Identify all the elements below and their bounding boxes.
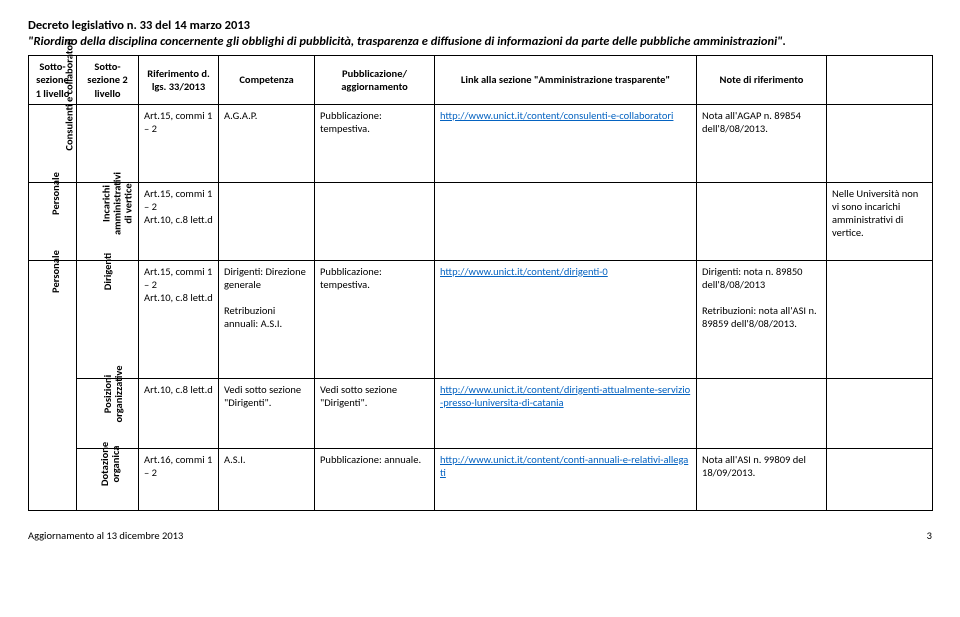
header-line-2: "Riordino della disciplina concernente g… xyxy=(28,34,786,49)
rif-cell: Art.16, commi 1 – 2 xyxy=(139,448,219,510)
table-row: Posizioni organizzative Art.10, c.8 lett… xyxy=(29,378,933,448)
pub-cell: Pubblicazione: annuale. xyxy=(315,448,435,510)
note-cell: Nota all'AGAP n. 89854 dell'8/08/2013. xyxy=(697,104,827,182)
sec2-dirigenti: Dirigenti xyxy=(77,260,139,378)
comp-cell: Dirigenti: Direzione generale Retribuzio… xyxy=(219,260,315,378)
col-link: Link alla sezione "Amministrazione trasp… xyxy=(435,56,697,104)
sec2-incarichi: Incarichi amministrativi di vertice xyxy=(77,182,139,260)
pub-cell: Pubblicazione: tempestiva. xyxy=(315,104,435,182)
table-header-row: Sotto-sezione 1 livello Sotto-sezione 2 … xyxy=(29,56,933,104)
col-sottosezione-2: Sotto-sezione 2 livello xyxy=(77,56,139,104)
main-table: Sotto-sezione 1 livello Sotto-sezione 2 … xyxy=(28,55,933,510)
link-consulenti[interactable]: http://www.unict.it/content/consulenti-e… xyxy=(440,109,673,122)
note-cell xyxy=(697,378,827,448)
comp-cell xyxy=(219,182,315,260)
link-cell: http://www.unict.it/content/conti-annual… xyxy=(435,448,697,510)
link-posizioni[interactable]: http://www.unict.it/content/dirigenti-at… xyxy=(440,383,690,409)
link-cell: http://www.unict.it/content/dirigenti-0 xyxy=(435,260,697,378)
pub-cell: Pubblicazione: tempestiva. xyxy=(315,260,435,378)
link-cell: http://www.unict.it/content/consulenti-e… xyxy=(435,104,697,182)
extra-cell xyxy=(827,260,933,378)
comp-cell: A.S.I. xyxy=(219,448,315,510)
comp-cell: Vedi sotto sezione "Dirigenti". xyxy=(219,378,315,448)
pub-cell xyxy=(315,182,435,260)
rif-cell: Art.15, commi 1 – 2 Art.10, c.8 lett.d xyxy=(139,182,219,260)
link-cell: http://www.unict.it/content/dirigenti-at… xyxy=(435,378,697,448)
col-pubblicazione: Pubblicazione/ aggiornamento xyxy=(315,56,435,104)
link-dotazione[interactable]: http://www.unict.it/content/conti-annual… xyxy=(440,453,688,479)
header-line-1: Decreto legislativo n. 33 del 14 marzo 2… xyxy=(28,18,250,33)
table-row: Consulenti e collaboratori Art.15, commi… xyxy=(29,104,933,182)
link-cell xyxy=(435,182,697,260)
extra-cell xyxy=(827,378,933,448)
footer-page-number: 3 xyxy=(927,529,932,542)
table-row: Personale Incarichi amministrativi di ve… xyxy=(29,182,933,260)
col-riferimento: Riferimento d. lgs. 33/2013 xyxy=(139,56,219,104)
note-cell: Nota all'ASI n. 99809 del 18/09/2013. xyxy=(697,448,827,510)
sec2-dotazione: Dotazione organica xyxy=(77,448,139,510)
col-note: Note di riferimento xyxy=(697,56,827,104)
link-dirigenti[interactable]: http://www.unict.it/content/dirigenti-0 xyxy=(440,265,608,278)
document-header: Decreto legislativo n. 33 del 14 marzo 2… xyxy=(28,18,932,49)
col-extra xyxy=(827,56,933,104)
table-row: Dotazione organica Art.16, commi 1 – 2 A… xyxy=(29,448,933,510)
sec1-consulenti: Consulenti e collaboratori xyxy=(29,104,77,182)
note-cell: Dirigenti: nota n. 89850 dell'8/08/2013 … xyxy=(697,260,827,378)
extra-cell: Nelle Università non vi sono incarichi a… xyxy=(827,182,933,260)
rif-cell: Art.10, c.8 lett.d xyxy=(139,378,219,448)
pub-cell: Vedi sotto sezione "Dirigenti". xyxy=(315,378,435,448)
rif-cell: Art.15, commi 1 – 2 Art.10, c.8 lett.d xyxy=(139,260,219,378)
extra-cell xyxy=(827,104,933,182)
comp-cell: A.G.A.P. xyxy=(219,104,315,182)
sec1-personale-1: Personale xyxy=(29,182,77,260)
col-competenza: Competenza xyxy=(219,56,315,104)
sec1-personale-2: Personale xyxy=(29,260,77,510)
extra-cell xyxy=(827,448,933,510)
rif-cell: Art.15, commi 1 – 2 xyxy=(139,104,219,182)
page-footer: Aggiornamento al 13 dicembre 2013 3 xyxy=(28,529,932,542)
note-cell xyxy=(697,182,827,260)
footer-left: Aggiornamento al 13 dicembre 2013 xyxy=(28,529,183,542)
table-row: Personale Dirigenti Art.15, commi 1 – 2 … xyxy=(29,260,933,378)
